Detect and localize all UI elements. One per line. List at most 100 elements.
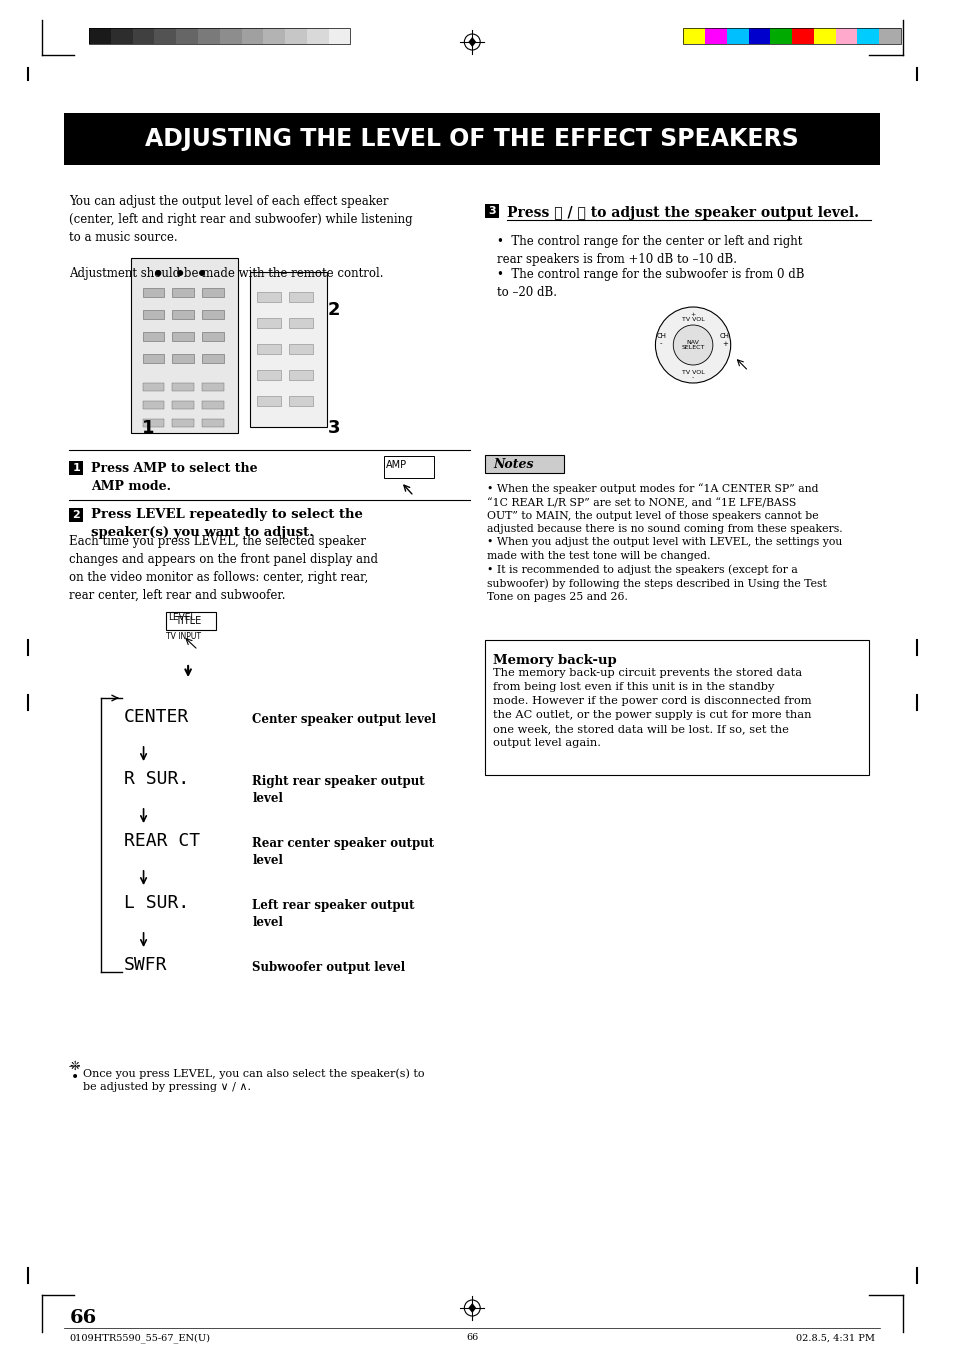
Text: TV VOL
-: TV VOL - [681, 370, 703, 381]
Bar [70, 461, 83, 476]
Text: Rear center speaker output
level: Rear center speaker output level [253, 838, 435, 867]
Polygon shape [468, 36, 476, 47]
Bar [682, 28, 900, 45]
Bar [769, 28, 791, 45]
Text: Left rear speaker output
level: Left rear speaker output level [253, 898, 415, 929]
Bar [142, 332, 164, 340]
Text: Press LEVEL repeatedly to select the
speaker(s) you want to adjust.: Press LEVEL repeatedly to select the spe… [91, 508, 362, 539]
Bar [748, 28, 769, 45]
Text: 1: 1 [72, 463, 80, 473]
Text: TITLE: TITLE [175, 616, 201, 626]
Bar [142, 354, 164, 363]
Bar [307, 28, 329, 45]
Text: 1: 1 [142, 419, 154, 436]
Bar [198, 28, 219, 45]
Bar [202, 382, 224, 390]
Bar [384, 457, 434, 478]
Bar [704, 28, 726, 45]
Bar [250, 272, 326, 427]
Bar [289, 345, 313, 354]
Bar [682, 28, 704, 45]
Bar [726, 28, 748, 45]
Bar [176, 28, 198, 45]
Bar [172, 382, 193, 390]
Bar [289, 396, 313, 407]
Bar [485, 455, 564, 473]
Bar [263, 28, 285, 45]
Text: LEVEL: LEVEL [168, 613, 195, 621]
Bar [485, 640, 868, 775]
Bar [485, 204, 498, 218]
Bar [202, 401, 224, 409]
Bar [70, 508, 83, 521]
Text: Right rear speaker output
level: Right rear speaker output level [253, 775, 425, 805]
Text: ADJUSTING THE LEVEL OF THE EFFECT SPEAKERS: ADJUSTING THE LEVEL OF THE EFFECT SPEAKE… [145, 127, 799, 151]
Text: CH
+: CH + [719, 334, 729, 346]
Bar [142, 419, 164, 427]
Bar [131, 258, 237, 434]
Bar [172, 419, 193, 427]
Text: You can adjust the output level of each effect speaker
(center, left and right r: You can adjust the output level of each … [70, 195, 413, 280]
Circle shape [673, 326, 712, 365]
Text: R SUR.: R SUR. [124, 770, 189, 788]
Bar [257, 345, 281, 354]
Text: The memory back-up circuit prevents the stored data
from being lost even if this: The memory back-up circuit prevents the … [493, 667, 811, 748]
Polygon shape [468, 1302, 476, 1313]
Circle shape [655, 307, 730, 382]
Bar [257, 396, 281, 407]
Text: Notes: Notes [493, 458, 533, 470]
Bar [172, 288, 193, 297]
Text: 66: 66 [466, 1333, 477, 1343]
Text: •  The control range for the center or left and right
rear speakers is from +10 : • The control range for the center or le… [497, 235, 801, 266]
Text: 2: 2 [327, 301, 339, 319]
Text: Subwoofer output level: Subwoofer output level [253, 961, 405, 974]
Bar [791, 28, 813, 45]
Bar [219, 28, 241, 45]
Bar [142, 288, 164, 297]
Bar [166, 612, 215, 630]
Bar [202, 354, 224, 363]
Bar [289, 292, 313, 303]
Text: CENTER: CENTER [124, 708, 189, 725]
Bar [289, 370, 313, 380]
Bar [202, 309, 224, 319]
Bar [111, 28, 132, 45]
Text: SWFR: SWFR [124, 957, 167, 974]
Text: +
TV VOL: + TV VOL [681, 312, 703, 323]
Text: •: • [71, 1070, 79, 1084]
Text: 66: 66 [70, 1309, 96, 1327]
Bar [202, 288, 224, 297]
Text: CH
-: CH - [656, 334, 666, 346]
Text: REAR CT: REAR CT [124, 832, 200, 850]
Bar [172, 401, 193, 409]
Text: 02.8.5, 4:31 PM: 02.8.5, 4:31 PM [796, 1333, 874, 1343]
Text: NAV
SELECT: NAV SELECT [680, 339, 704, 350]
Bar [154, 28, 176, 45]
Bar [89, 28, 111, 45]
Bar [835, 28, 857, 45]
Bar [257, 370, 281, 380]
Bar [89, 28, 350, 45]
Text: L SUR.: L SUR. [124, 894, 189, 912]
Bar [285, 28, 307, 45]
Text: Once you press LEVEL, you can also select the speaker(s) to
be adjusted by press: Once you press LEVEL, you can also selec… [83, 1069, 424, 1092]
Text: Press AMP to select the
AMP mode.: Press AMP to select the AMP mode. [91, 462, 257, 493]
Text: Press 〈 / 〉 to adjust the speaker output level.: Press 〈 / 〉 to adjust the speaker output… [506, 205, 858, 220]
Bar [172, 309, 193, 319]
Bar [813, 28, 835, 45]
Bar [202, 419, 224, 427]
Text: •  The control range for the subwoofer is from 0 dB
to –20 dB.: • The control range for the subwoofer is… [497, 267, 803, 299]
Bar [329, 28, 350, 45]
Text: • When the speaker output modes for “1A CENTER SP” and
“1C REAR L/R SP” are set : • When the speaker output modes for “1A … [487, 484, 841, 601]
Text: 2: 2 [72, 509, 80, 520]
Bar [64, 113, 880, 165]
Bar [172, 354, 193, 363]
Text: AMP: AMP [386, 459, 407, 470]
Circle shape [177, 270, 183, 276]
Bar [257, 317, 281, 328]
Bar [289, 317, 313, 328]
Bar [241, 28, 263, 45]
Text: ❊: ❊ [70, 1061, 80, 1073]
Text: 3: 3 [488, 205, 496, 216]
Bar [857, 28, 879, 45]
